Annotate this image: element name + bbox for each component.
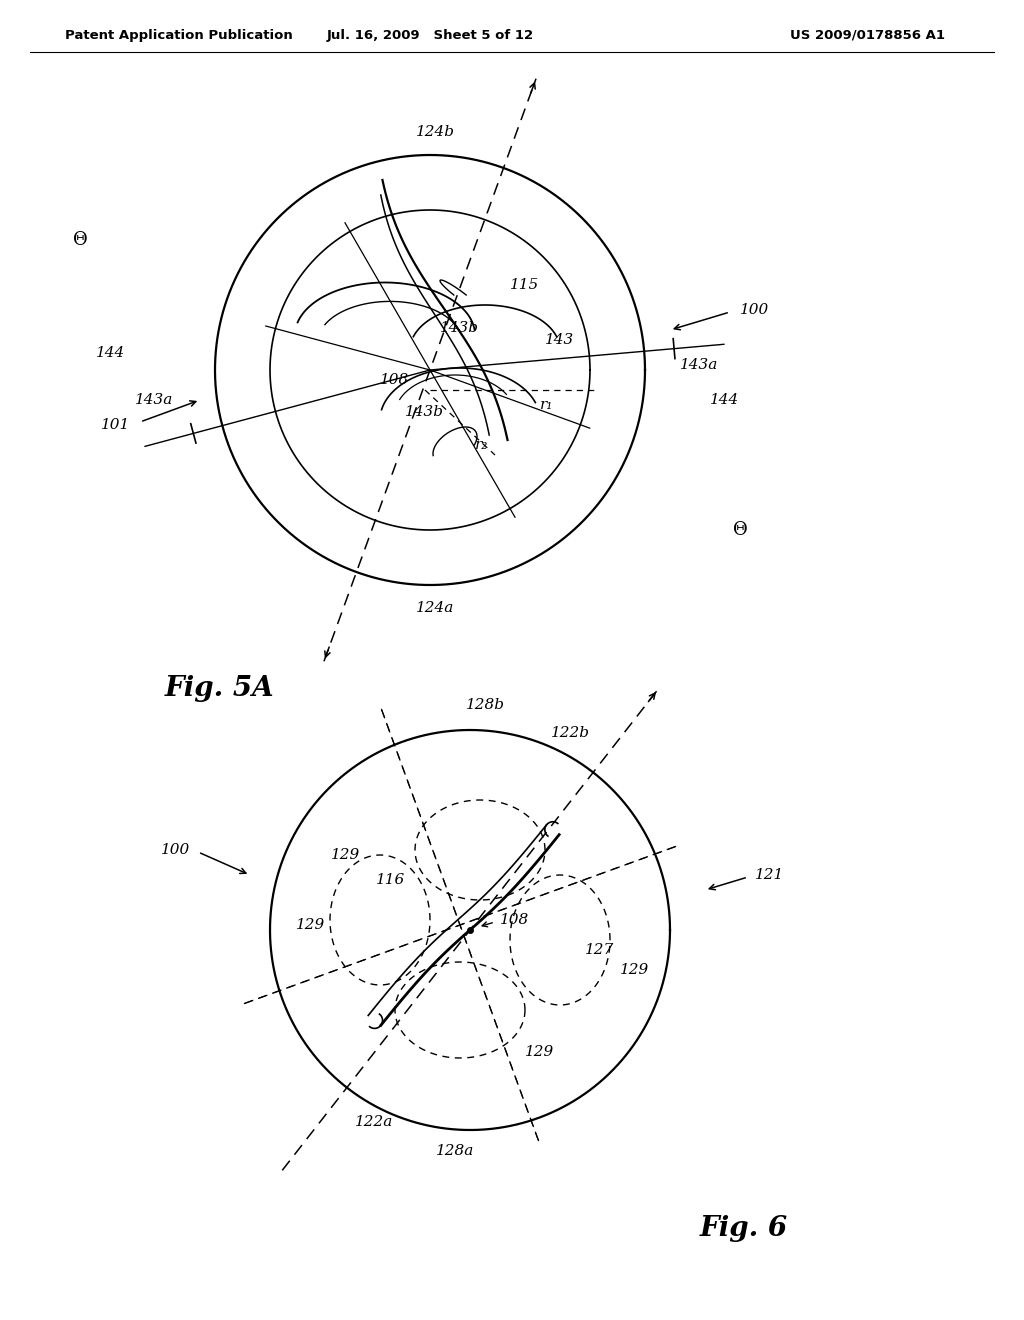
Text: Jul. 16, 2009   Sheet 5 of 12: Jul. 16, 2009 Sheet 5 of 12 (327, 29, 534, 41)
Text: 144: 144 (710, 393, 739, 407)
Text: Fig. 6: Fig. 6 (700, 1214, 788, 1242)
Text: 143a: 143a (135, 393, 173, 407)
Text: Θ: Θ (732, 521, 748, 539)
Text: 100: 100 (161, 843, 190, 857)
Text: 143b: 143b (406, 405, 444, 418)
Text: 122a: 122a (355, 1115, 393, 1129)
Text: Patent Application Publication: Patent Application Publication (65, 29, 293, 41)
Text: 108: 108 (500, 913, 529, 927)
Text: 143: 143 (545, 333, 574, 347)
Text: Θ: Θ (73, 231, 87, 249)
Text: 127: 127 (585, 942, 614, 957)
Text: 122b: 122b (551, 726, 590, 741)
Text: 144: 144 (96, 346, 125, 360)
Text: 124b: 124b (416, 125, 455, 139)
Text: 128b: 128b (466, 698, 505, 711)
Text: r₁: r₁ (540, 399, 553, 412)
Text: 129: 129 (296, 917, 325, 932)
Text: 129: 129 (525, 1045, 554, 1059)
Text: 116: 116 (376, 873, 406, 887)
Text: 129: 129 (620, 964, 649, 977)
Text: 108: 108 (380, 374, 410, 387)
Text: r₂: r₂ (475, 438, 488, 451)
Text: 128a: 128a (436, 1144, 474, 1158)
Text: 129: 129 (331, 847, 360, 862)
Text: 143a: 143a (680, 358, 719, 372)
Text: 101: 101 (100, 418, 130, 432)
Text: US 2009/0178856 A1: US 2009/0178856 A1 (790, 29, 945, 41)
Text: 100: 100 (740, 304, 769, 317)
Text: 115: 115 (510, 279, 540, 292)
Text: Fig. 5A: Fig. 5A (165, 675, 274, 702)
Text: 143b: 143b (440, 321, 479, 335)
Text: 124a: 124a (416, 601, 455, 615)
Text: 121: 121 (755, 869, 784, 882)
